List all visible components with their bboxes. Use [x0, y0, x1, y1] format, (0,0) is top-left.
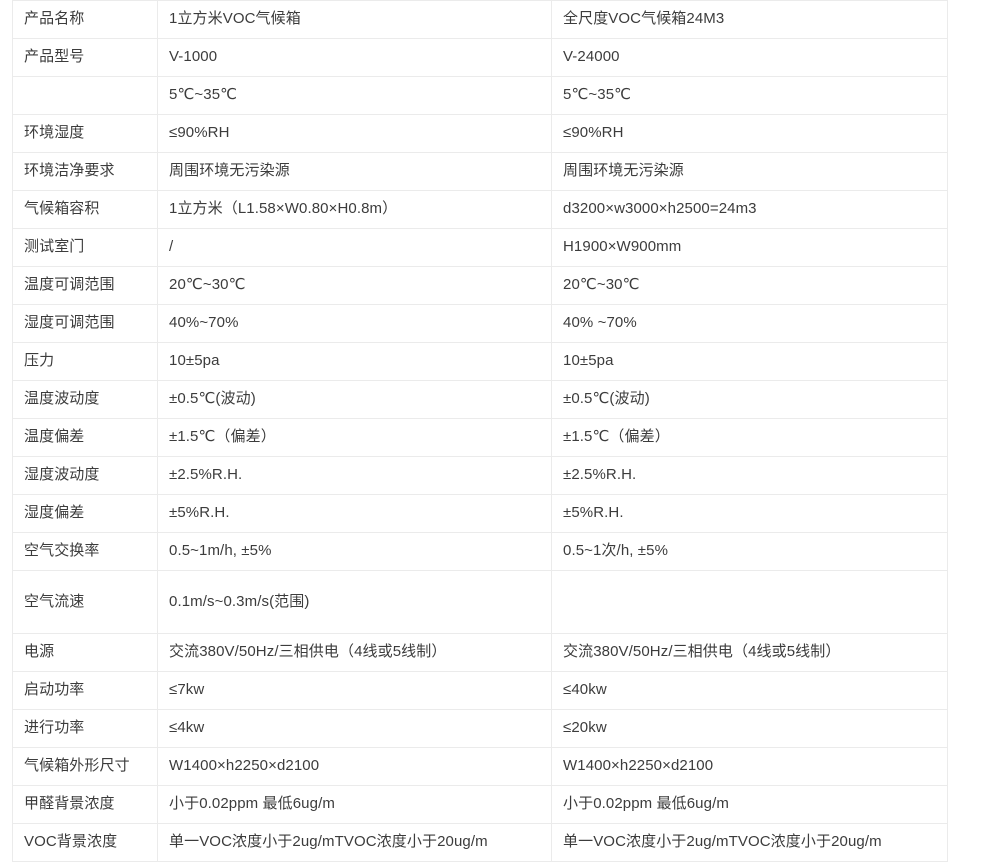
spec-value-cell-model-a: V-1000: [157, 38, 551, 76]
spec-label-cell: 环境湿度: [12, 114, 157, 152]
spec-value-cell-model-a: 周围环境无污染源: [157, 152, 551, 190]
spec-value-cell-model-b: 20℃~30℃: [551, 266, 948, 304]
table-row: 湿度可调范围 40%~70% 40% ~70%: [12, 304, 948, 342]
spec-label-cell: 环境洁净要求: [12, 152, 157, 190]
spec-value-cell-model-a: 5℃~35℃: [157, 76, 551, 114]
spec-label-cell: 甲醛背景浓度: [12, 785, 157, 823]
table-row: 气候箱容积 1立方米（L1.58×W0.80×H0.8m） d3200×w3000×…: [12, 190, 948, 228]
table-row: 温度波动度 ±0.5℃(波动) ±0.5℃(波动): [12, 380, 948, 418]
spec-value-cell-model-b: 单一VOC浓度小于2ug/mTVOC浓度小于20ug/m: [551, 823, 948, 862]
spec-value-cell-model-a: 交流380V/50Hz/三相供电（4线或5线制）: [157, 633, 551, 671]
spec-value-cell-model-b: 0.5~1次/h, ±5%: [551, 532, 948, 570]
spec-value-cell-model-a: 10±5pa: [157, 342, 551, 380]
spec-value-cell-model-b: ≤90%RH: [551, 114, 948, 152]
spec-value-cell-model-a: ≤7kw: [157, 671, 551, 709]
spec-value-cell-model-b: ±0.5℃(波动): [551, 380, 948, 418]
table-row: 进行功率 ≤4kw ≤20kw: [12, 709, 948, 747]
table-row: 气候箱外形尺寸 W1400×h2250×d2100 W1400×h2250×d210…: [12, 747, 948, 785]
spec-table-container: 产品名称 1立方米VOC气候箱 全尺度VOC气候箱24M3 产品型号 V-1000 V-2…: [12, 0, 948, 862]
spec-value-cell-model-b: 5℃~35℃: [551, 76, 948, 114]
spec-label-cell: 温度波动度: [12, 380, 157, 418]
spec-value-cell-model-b: ±5%R.H.: [551, 494, 948, 532]
spec-label-cell: 湿度偏差: [12, 494, 157, 532]
spec-value-cell-model-a: ±5%R.H.: [157, 494, 551, 532]
spec-value-cell-model-b: V-24000: [551, 38, 948, 76]
spec-value-cell-model-b: d3200×w3000×h2500=24m3: [551, 190, 948, 228]
spec-value-cell-model-b: 小于0.02ppm 最低6ug/m: [551, 785, 948, 823]
table-row: 测试室门 / H1900×W900mm: [12, 228, 948, 266]
product-specification-table: 产品名称 1立方米VOC气候箱 全尺度VOC气候箱24M3 产品型号 V-1000 V-2…: [12, 0, 948, 862]
spec-label-cell: 压力: [12, 342, 157, 380]
spec-value-cell-model-b: 10±5pa: [551, 342, 948, 380]
spec-value-cell-model-a: 单一VOC浓度小于2ug/mTVOC浓度小于20ug/m: [157, 823, 551, 862]
spec-label-cell: 空气流速: [12, 570, 157, 633]
spec-value-cell-model-a: ≤4kw: [157, 709, 551, 747]
table-row: 5℃~35℃ 5℃~35℃: [12, 76, 948, 114]
spec-value-cell-model-a: 0.1m/s~0.3m/s(范围): [157, 570, 551, 633]
spec-value-cell-model-b: ±1.5℃（偏差）: [551, 418, 948, 456]
spec-label-cell: VOC背景浓度: [12, 823, 157, 862]
table-row: 环境洁净要求 周围环境无污染源 周围环境无污染源: [12, 152, 948, 190]
spec-label-cell: 气候箱外形尺寸: [12, 747, 157, 785]
spec-label-cell: 湿度可调范围: [12, 304, 157, 342]
spec-label-cell: 进行功率: [12, 709, 157, 747]
spec-value-cell-model-a: 0.5~1m/h, ±5%: [157, 532, 551, 570]
spec-value-cell-model-a: ≤90%RH: [157, 114, 551, 152]
spec-label-cell: 产品型号: [12, 38, 157, 76]
table-row: 温度偏差 ±1.5℃（偏差） ±1.5℃（偏差）: [12, 418, 948, 456]
spec-value-cell-model-b: W1400×h2250×d2100: [551, 747, 948, 785]
spec-value-cell-model-b: 周围环境无污染源: [551, 152, 948, 190]
table-row: 温度可调范围 20℃~30℃ 20℃~30℃: [12, 266, 948, 304]
table-row: 甲醛背景浓度 小于0.02ppm 最低6ug/m 小于0.02ppm 最低6ug/m: [12, 785, 948, 823]
spec-value-cell-model-b: 全尺度VOC气候箱24M3: [551, 0, 948, 38]
spec-value-cell-model-b: ≤20kw: [551, 709, 948, 747]
table-row: 产品型号 V-1000 V-24000: [12, 38, 948, 76]
table-row: VOC背景浓度 单一VOC浓度小于2ug/mTVOC浓度小于20ug/m 单一VOC…: [12, 823, 948, 862]
table-row: 环境湿度 ≤90%RH ≤90%RH: [12, 114, 948, 152]
spec-value-cell-model-b: ±2.5%R.H.: [551, 456, 948, 494]
table-row: 空气流速 0.1m/s~0.3m/s(范围): [12, 570, 948, 633]
spec-table-body: 产品名称 1立方米VOC气候箱 全尺度VOC气候箱24M3 产品型号 V-1000 V-2…: [12, 0, 948, 862]
spec-label-cell: 温度偏差: [12, 418, 157, 456]
spec-value-cell-model-a: ±0.5℃(波动): [157, 380, 551, 418]
spec-value-cell-model-a: ±1.5℃（偏差）: [157, 418, 551, 456]
spec-value-cell-model-a: 1立方米VOC气候箱: [157, 0, 551, 38]
spec-label-cell: 气候箱容积: [12, 190, 157, 228]
table-row: 湿度偏差 ±5%R.H. ±5%R.H.: [12, 494, 948, 532]
spec-value-cell-model-a: 20℃~30℃: [157, 266, 551, 304]
spec-value-cell-model-b: 40% ~70%: [551, 304, 948, 342]
spec-label-cell: 启动功率: [12, 671, 157, 709]
spec-label-cell: 空气交换率: [12, 532, 157, 570]
spec-value-cell-model-b: 交流380V/50Hz/三相供电（4线或5线制）: [551, 633, 948, 671]
spec-value-cell-model-a: 1立方米（L1.58×W0.80×H0.8m）: [157, 190, 551, 228]
spec-label-cell: 测试室门: [12, 228, 157, 266]
spec-label-cell: 电源: [12, 633, 157, 671]
spec-label-cell: 温度可调范围: [12, 266, 157, 304]
table-row: 压力 10±5pa 10±5pa: [12, 342, 948, 380]
table-row: 启动功率 ≤7kw ≤40kw: [12, 671, 948, 709]
spec-value-cell-model-a: ±2.5%R.H.: [157, 456, 551, 494]
spec-value-cell-model-a: /: [157, 228, 551, 266]
table-row: 产品名称 1立方米VOC气候箱 全尺度VOC气候箱24M3: [12, 0, 948, 38]
spec-label-cell: 湿度波动度: [12, 456, 157, 494]
spec-label-cell: 产品名称: [12, 0, 157, 38]
spec-value-cell-model-a: 40%~70%: [157, 304, 551, 342]
table-row: 空气交换率 0.5~1m/h, ±5% 0.5~1次/h, ±5%: [12, 532, 948, 570]
spec-value-cell-model-b: H1900×W900mm: [551, 228, 948, 266]
spec-value-cell-model-b: ≤40kw: [551, 671, 948, 709]
spec-value-cell-model-a: W1400×h2250×d2100: [157, 747, 551, 785]
table-row: 电源 交流380V/50Hz/三相供电（4线或5线制） 交流380V/50Hz/三相…: [12, 633, 948, 671]
spec-label-cell: [12, 76, 157, 114]
spec-value-cell-model-b: [551, 570, 948, 633]
spec-value-cell-model-a: 小于0.02ppm 最低6ug/m: [157, 785, 551, 823]
table-row: 湿度波动度 ±2.5%R.H. ±2.5%R.H.: [12, 456, 948, 494]
